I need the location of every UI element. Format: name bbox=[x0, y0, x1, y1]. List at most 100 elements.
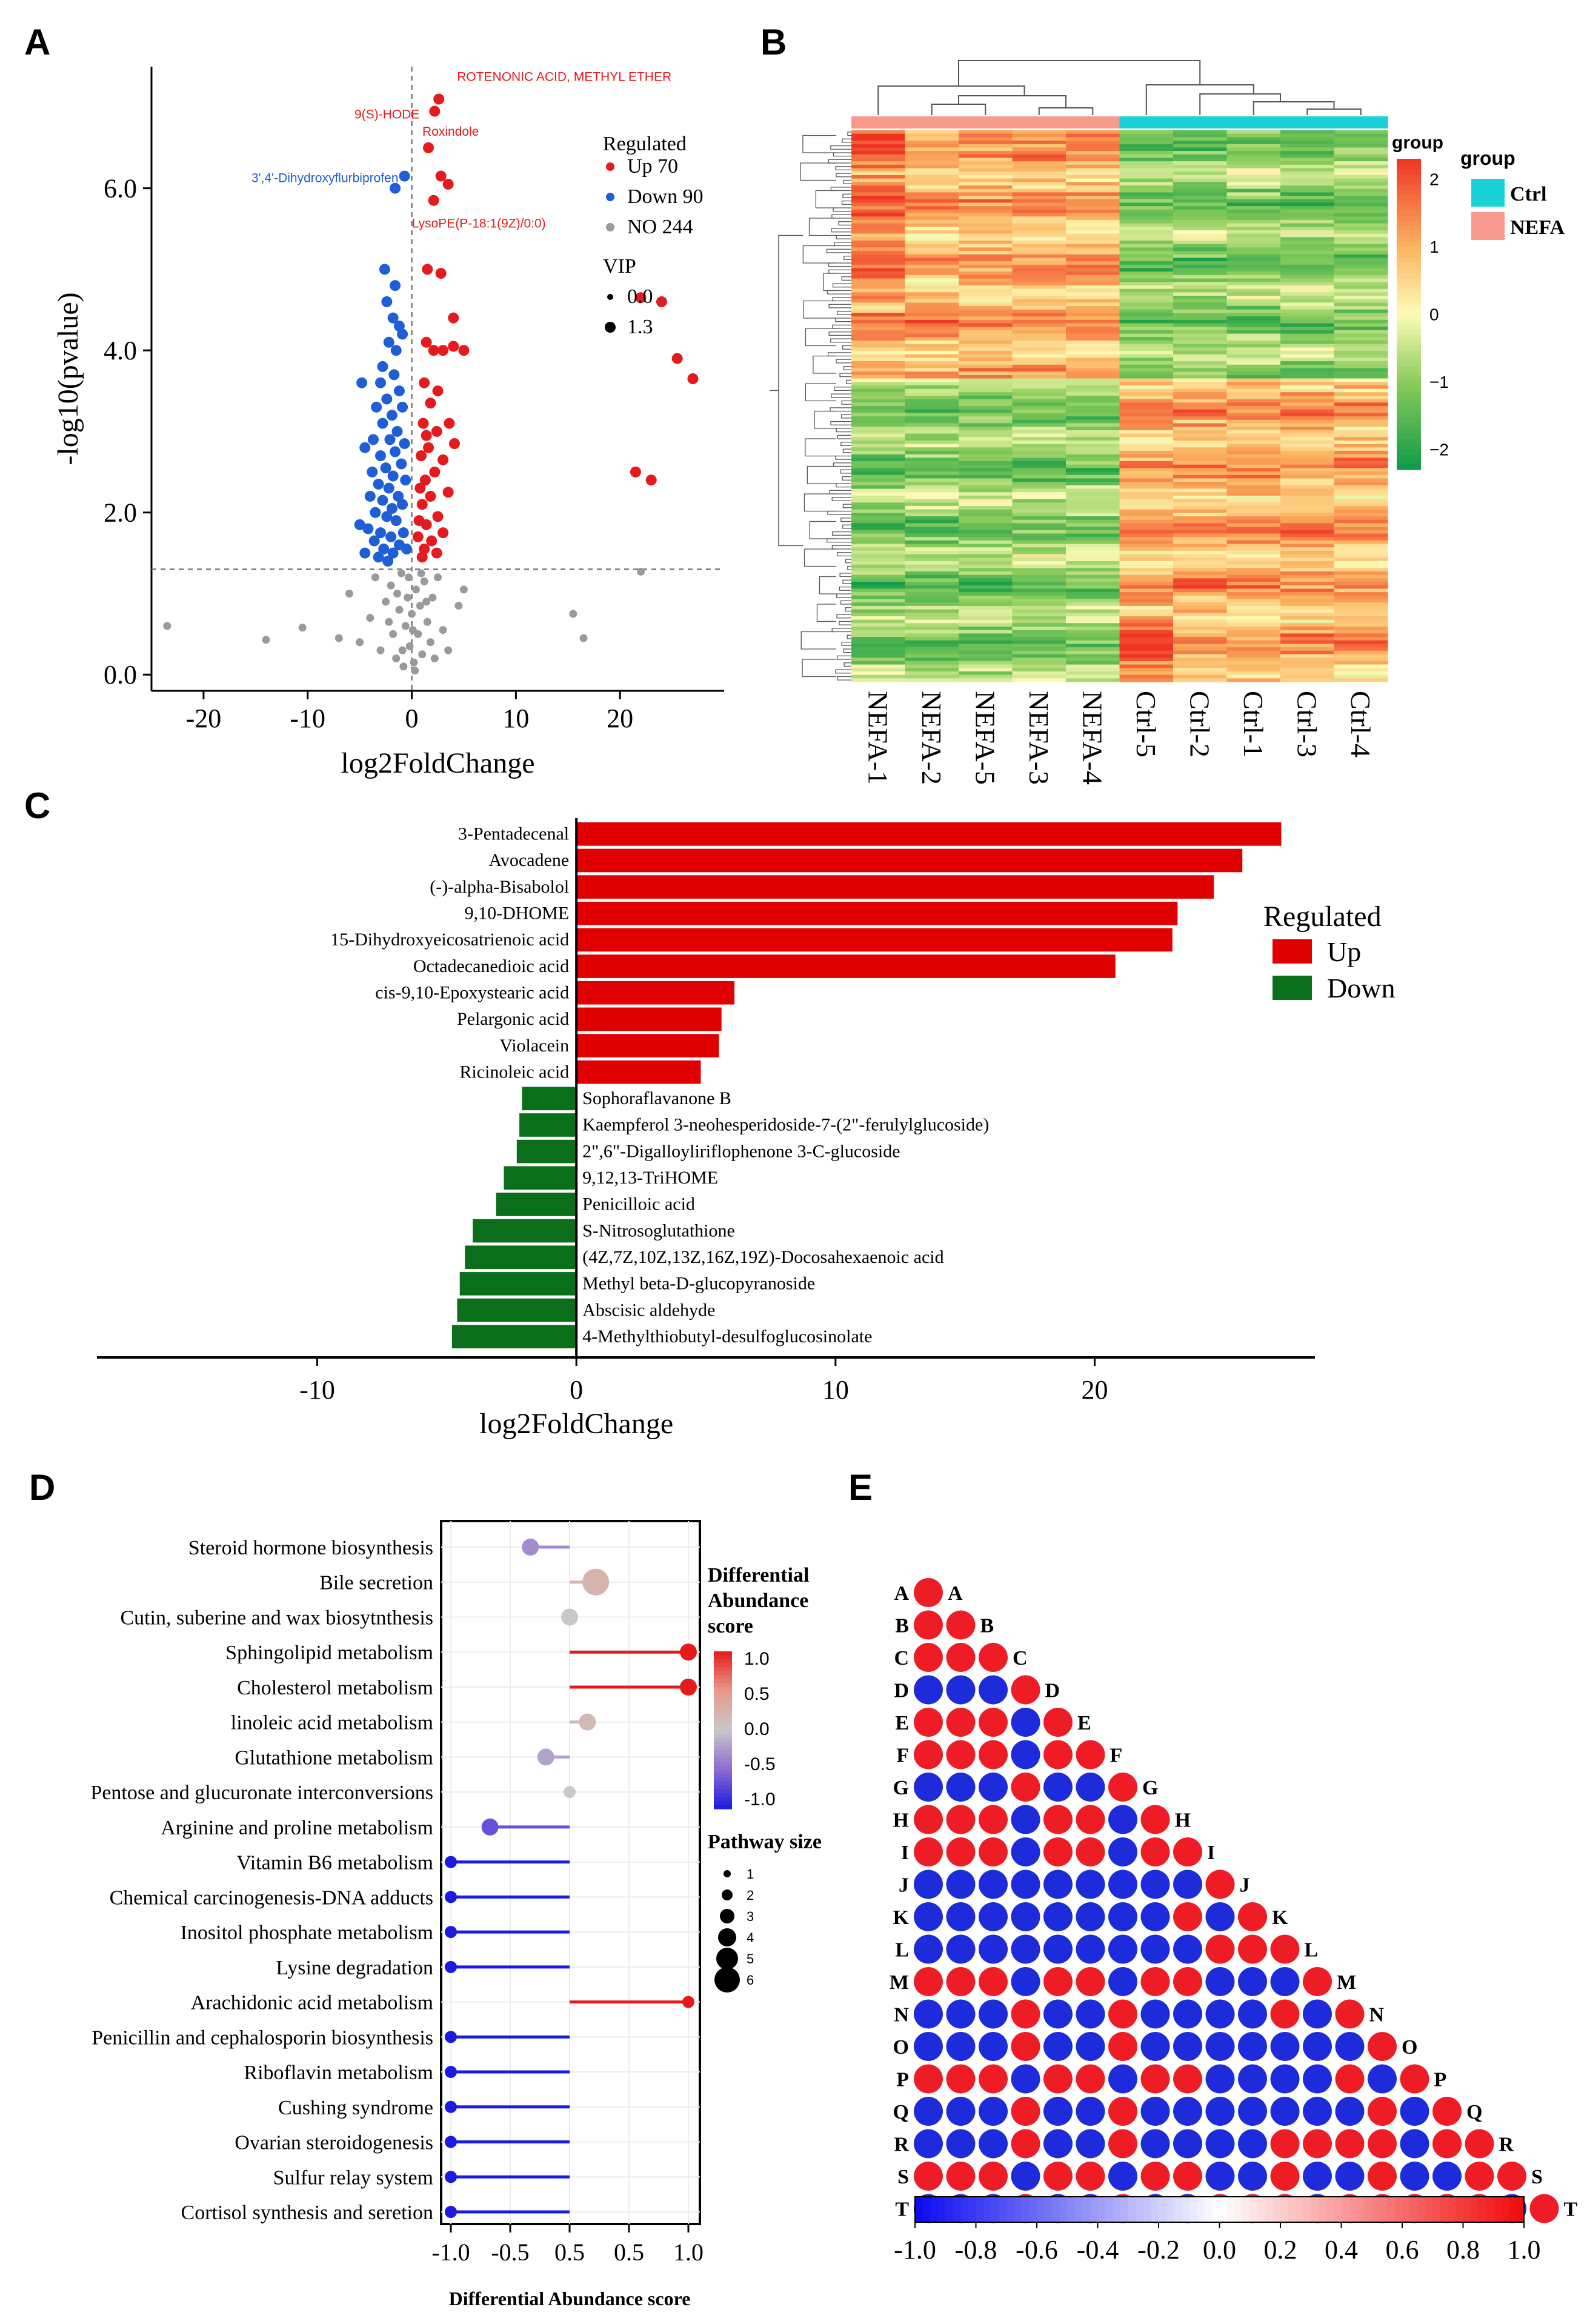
heatmap-cell bbox=[1066, 574, 1120, 579]
row-dendrogram-branch bbox=[828, 304, 851, 308]
size-legend-label: 5 bbox=[747, 1951, 754, 1966]
heatmap-cell bbox=[1226, 454, 1281, 458]
size-legend-label: 6 bbox=[747, 1973, 754, 1988]
heatmap-cell bbox=[1119, 182, 1174, 186]
heatmap-cell bbox=[1173, 454, 1228, 458]
colorbar-segment bbox=[714, 1651, 732, 1656]
heatmap-cell bbox=[1226, 375, 1281, 379]
heatmap-cell bbox=[1334, 337, 1388, 341]
row-dendrogram-branch bbox=[805, 328, 836, 347]
data-point-up bbox=[419, 377, 430, 388]
colorbar-segment bbox=[1044, 2197, 1053, 2222]
heatmap-cell bbox=[1066, 654, 1120, 658]
heatmap-cell bbox=[1226, 164, 1281, 169]
colorbar-segment bbox=[714, 1683, 732, 1688]
heatmap-cell bbox=[851, 347, 906, 351]
heatmap-cell bbox=[1012, 588, 1066, 593]
heatmap-cell bbox=[1119, 523, 1174, 527]
heatmap-cell bbox=[1226, 347, 1281, 351]
heatmap-cell bbox=[1226, 209, 1281, 214]
colorbar-segment bbox=[1397, 169, 1421, 175]
row-dendrogram-branch bbox=[826, 248, 851, 253]
heatmap-cell bbox=[851, 251, 906, 255]
correlation-cell bbox=[1076, 1837, 1105, 1866]
heatmap-cell bbox=[1226, 505, 1281, 510]
heatmap-cell bbox=[851, 571, 906, 576]
column-label: Ctrl-3 bbox=[1291, 691, 1322, 757]
correlation-cell bbox=[1270, 2129, 1300, 2159]
heatmap-cell bbox=[1280, 637, 1335, 641]
heatmap-cell bbox=[905, 523, 959, 527]
pathway-label: Chemical carcinogenesis-DNA adducts bbox=[110, 1886, 433, 1909]
heatmap-cell bbox=[1226, 647, 1281, 651]
heatmap-cell bbox=[1066, 440, 1120, 445]
legend-title: score bbox=[708, 1615, 753, 1637]
heatmap-cell bbox=[1226, 527, 1281, 531]
x-tick-label: 0.5 bbox=[614, 2239, 644, 2266]
colorbar-segment bbox=[714, 1671, 732, 1676]
x-tick-label: 10 bbox=[822, 1375, 849, 1405]
heatmap-cell bbox=[1280, 133, 1335, 138]
heatmap-cell bbox=[851, 247, 906, 251]
heatmap-cell bbox=[905, 595, 959, 600]
heatmap-cell bbox=[1334, 440, 1388, 445]
correlation-cell bbox=[914, 1870, 943, 1899]
heatmap-cell bbox=[1173, 258, 1228, 262]
heatmap-cell bbox=[1066, 661, 1120, 665]
heatmap-cell bbox=[1119, 223, 1174, 227]
heatmap-cell bbox=[1119, 402, 1174, 407]
heatmap-cell bbox=[1226, 337, 1281, 341]
colorbar-segment bbox=[1397, 298, 1421, 304]
pathway-label: Vitamin B6 metabolism bbox=[236, 1852, 433, 1874]
heatmap-cell bbox=[1119, 144, 1174, 148]
heatmap-cell bbox=[1012, 333, 1066, 338]
x-tick-label: 0.5 bbox=[554, 2239, 585, 2266]
heatmap-cell bbox=[851, 292, 906, 296]
heatmap-cell bbox=[1280, 309, 1335, 314]
correlation-cell bbox=[979, 2097, 1008, 2126]
heatmap-cell bbox=[1012, 227, 1066, 231]
colorbar-tick-label: 0.2 bbox=[1264, 2235, 1297, 2265]
correlation-cell bbox=[1529, 2194, 1559, 2223]
data-point-up bbox=[418, 418, 429, 429]
group-annotation-cell bbox=[905, 116, 959, 128]
colorbar-segment bbox=[1397, 247, 1421, 253]
data-point-up bbox=[422, 264, 433, 275]
heatmap-cell bbox=[1066, 392, 1120, 396]
heatmap-cell bbox=[851, 319, 906, 324]
heatmap-cell bbox=[1012, 164, 1066, 169]
heatmap-cell bbox=[1334, 544, 1388, 548]
heatmap-cell bbox=[1334, 578, 1388, 582]
correlation-cell bbox=[1368, 2064, 1397, 2094]
correlation-cell bbox=[979, 1805, 1008, 1834]
heatmap-cell bbox=[1173, 385, 1228, 390]
heatmap-cell bbox=[1066, 502, 1120, 507]
heatmap-cell bbox=[1012, 230, 1066, 235]
heatmap-cell bbox=[959, 323, 1013, 327]
colorbar-segment bbox=[1478, 2197, 1486, 2222]
correlation-cell bbox=[1076, 1902, 1105, 1931]
heatmap-cell bbox=[905, 154, 959, 159]
col-dendrogram-branch bbox=[1306, 108, 1362, 115]
heatmap-cell bbox=[1280, 661, 1335, 665]
heatmap-cell bbox=[1226, 427, 1281, 431]
column-label: Ctrl-2 bbox=[1184, 691, 1215, 757]
heatmap-cell bbox=[1280, 385, 1335, 390]
heatmap-cell bbox=[1334, 251, 1388, 255]
heatmap-cell bbox=[1226, 468, 1281, 472]
heatmap-cell bbox=[1334, 478, 1388, 482]
col-dendrogram-branch bbox=[958, 95, 1066, 108]
heatmap-cell bbox=[1066, 616, 1120, 621]
heatmap-cell bbox=[905, 585, 959, 590]
correlation-cell bbox=[1238, 1999, 1267, 2029]
correlation-cell bbox=[1303, 1967, 1332, 1996]
heatmap-cell bbox=[851, 505, 906, 510]
heatmap-cell bbox=[905, 582, 959, 586]
heatmap-cell bbox=[1012, 602, 1066, 607]
heatmap-cell bbox=[1226, 678, 1281, 682]
colorbar-tick-label: -1.0 bbox=[894, 2235, 936, 2265]
heatmap-cell bbox=[1012, 433, 1066, 438]
heatmap-cell bbox=[1334, 223, 1388, 227]
heatmap-cell bbox=[905, 678, 959, 682]
heatmap-cell bbox=[1012, 354, 1066, 358]
